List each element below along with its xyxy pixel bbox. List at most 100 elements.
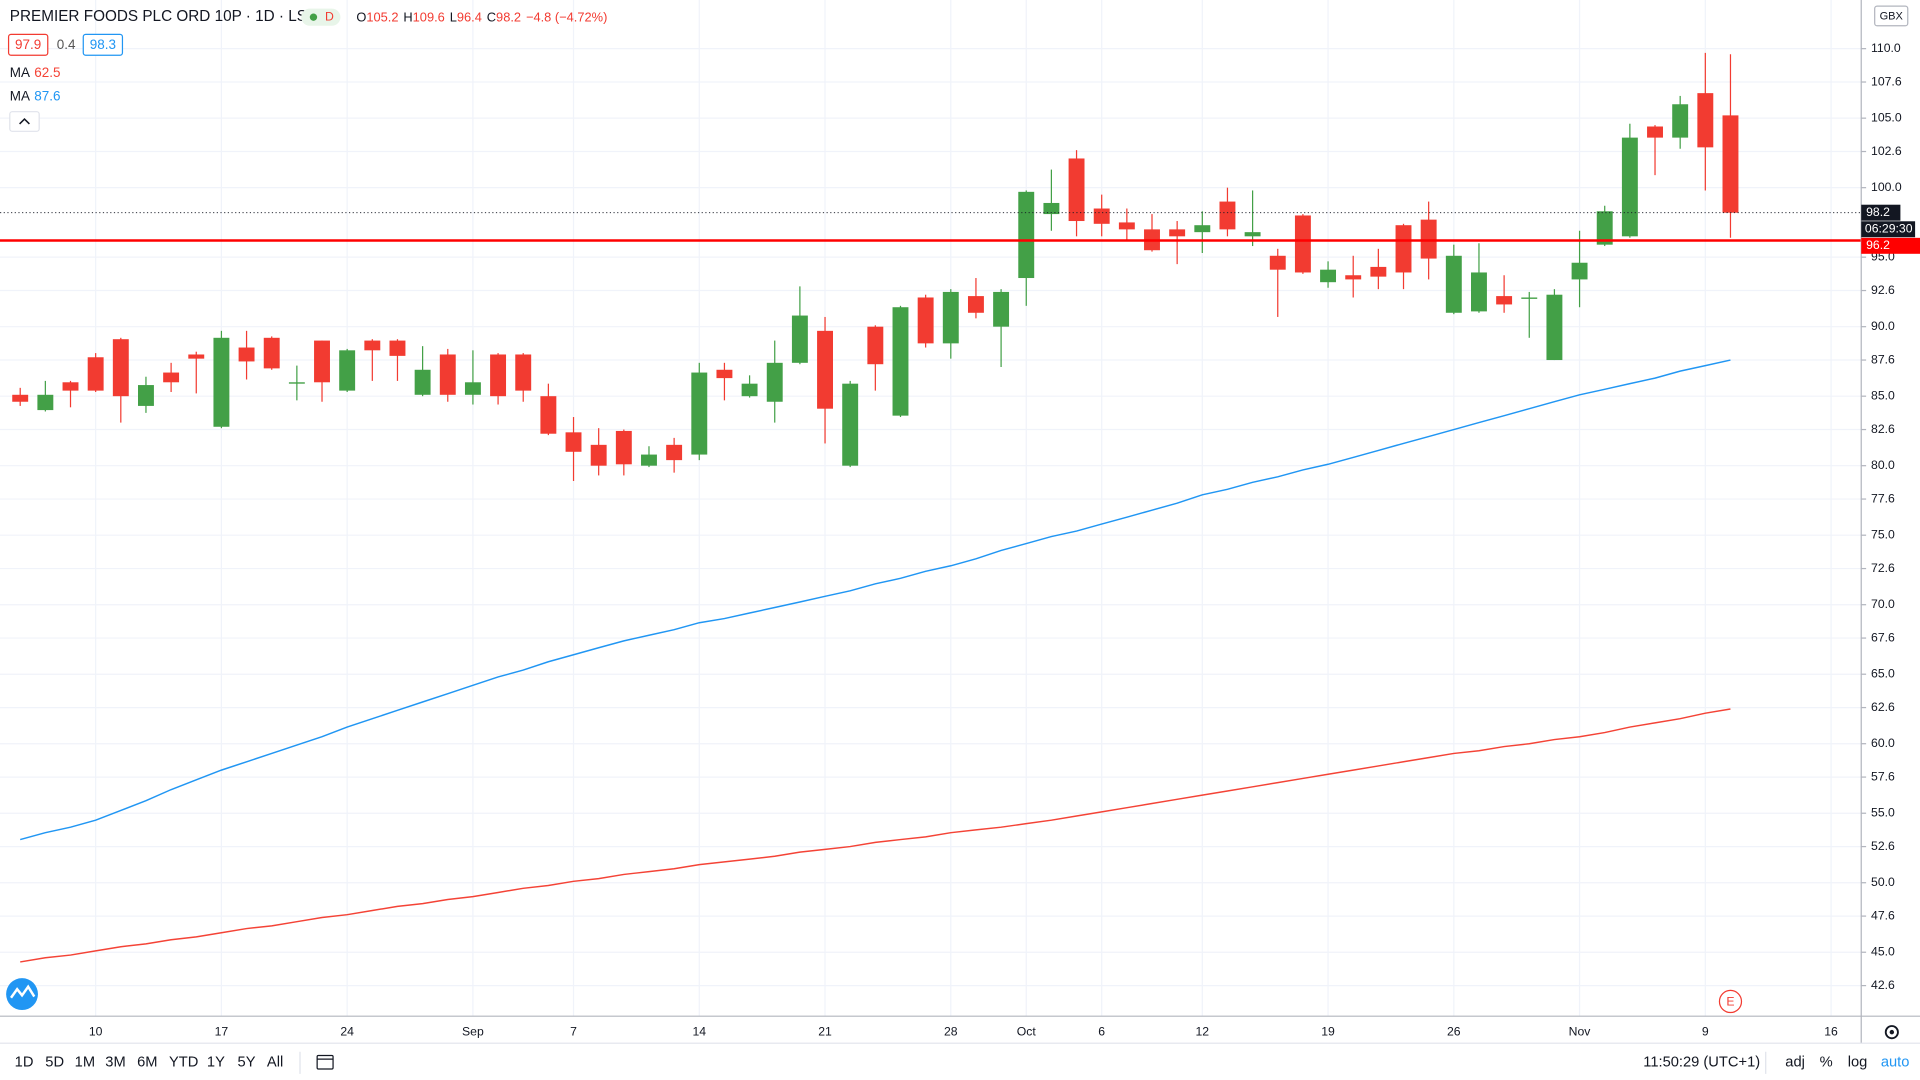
candle-body <box>993 291 1010 327</box>
market-status-dot <box>309 13 318 21</box>
ask: 98.3 <box>90 37 116 52</box>
range-button[interactable]: All <box>267 1055 283 1071</box>
range-button[interactable]: 3M <box>105 1055 125 1071</box>
legend-name: MA <box>10 65 30 80</box>
x-tick-label: 6 <box>1098 1024 1105 1038</box>
earnings-label: E <box>1726 994 1734 1008</box>
candle-body <box>716 369 733 379</box>
spread: 0.4 <box>57 37 76 52</box>
market-status: D <box>325 9 334 23</box>
clock: 11:50:29 (UTC+1) <box>1643 1055 1760 1071</box>
ohlc-letter: C <box>487 10 496 25</box>
candle-body <box>87 357 104 391</box>
candle-body <box>1244 232 1261 237</box>
ohlc-letter: L <box>450 10 457 25</box>
candle-body <box>37 394 54 411</box>
candle-body <box>1395 225 1412 273</box>
candle-body <box>791 315 808 363</box>
candle-body <box>464 382 481 395</box>
collapse-button[interactable] <box>9 111 40 132</box>
x-tick-label: Sep <box>462 1024 484 1038</box>
symbol-title: PREMIER FOODS PLC ORD 10P · 1D · LSE <box>10 8 317 25</box>
range-button[interactable]: 6M <box>137 1055 157 1071</box>
range-button[interactable]: 1D <box>15 1055 34 1071</box>
range-button[interactable]: 5D <box>45 1055 64 1071</box>
candle-body <box>1169 229 1186 237</box>
bid: 97.9 <box>15 37 41 52</box>
market-status-pill <box>301 8 341 26</box>
date-range-button[interactable] <box>316 1054 334 1070</box>
x-tick-label: 17 <box>215 1024 229 1038</box>
currency-box <box>1874 5 1909 27</box>
candle-body <box>867 326 884 365</box>
settings-button[interactable] <box>1884 1025 1899 1040</box>
y-tick-label: 87.6 <box>1871 352 1895 366</box>
candle-body <box>439 354 456 395</box>
ma-line <box>20 359 1731 841</box>
candle-body <box>1345 275 1362 280</box>
x-tick-label: 12 <box>1195 1024 1209 1038</box>
ohlc-readout: O105.2 H109.6 L96.4 C98.2 −4.8 (−4.72%) <box>356 10 607 25</box>
y-tick-label: 75.0 <box>1871 527 1895 541</box>
y-tick-label: 62.6 <box>1871 700 1895 714</box>
scale-option[interactable]: log <box>1848 1055 1868 1071</box>
y-tick-label: 70.0 <box>1871 597 1895 611</box>
candle-body <box>112 339 129 397</box>
candle-body <box>1194 225 1211 233</box>
y-tick-label: 65.0 <box>1871 666 1895 680</box>
range-button[interactable]: YTD <box>169 1055 198 1071</box>
candle-body <box>1546 294 1563 361</box>
ohlc-value: 96.4 <box>457 10 482 25</box>
candle-body <box>364 340 381 351</box>
candle-body <box>540 396 557 434</box>
candle-body <box>288 382 305 384</box>
x-tick-label: 28 <box>944 1024 958 1038</box>
candle-body <box>238 347 255 362</box>
candle-body <box>1571 262 1588 280</box>
y-tick-label: 57.6 <box>1871 769 1895 783</box>
x-tick-label: Oct <box>1017 1024 1037 1038</box>
plot: E <box>0 52 1862 1014</box>
x-tick-label: 24 <box>340 1024 354 1038</box>
scale-option[interactable]: % <box>1820 1055 1833 1071</box>
candle-body <box>817 330 833 409</box>
candle-body <box>1722 115 1739 213</box>
range-button[interactable]: 1Y <box>207 1055 225 1071</box>
candle-body <box>615 430 632 465</box>
candle-body <box>691 372 708 455</box>
bid-box <box>7 33 49 56</box>
candle-body <box>1068 158 1085 222</box>
y-tick-label: 105.0 <box>1871 110 1902 124</box>
x-tick-label: 9 <box>1702 1024 1709 1038</box>
candle-body <box>515 354 532 391</box>
y-tick-label: 100.0 <box>1871 180 1902 194</box>
scale-option[interactable]: adj <box>1785 1055 1805 1071</box>
last-price-label: 98.2 <box>1866 205 1890 219</box>
candle-body <box>1294 215 1311 273</box>
earnings-marker[interactable] <box>1718 989 1743 1014</box>
ohlc-letter: H <box>403 10 412 25</box>
candle-body <box>1471 272 1487 312</box>
y-tick-label: 52.6 <box>1871 839 1895 853</box>
x-tick-label: 21 <box>818 1024 832 1038</box>
candle-body <box>1118 222 1135 230</box>
x-tick-label: 19 <box>1321 1024 1335 1038</box>
candle-body <box>1621 137 1638 237</box>
y-tick-label: 50.0 <box>1871 875 1895 889</box>
candle-body <box>967 296 984 313</box>
scale-option[interactable]: auto <box>1881 1055 1910 1071</box>
ohlc-value: 105.2 <box>366 10 398 25</box>
candle-body <box>1219 201 1236 230</box>
y-tick-label: 82.6 <box>1871 422 1895 436</box>
range-button[interactable]: 5Y <box>238 1055 256 1071</box>
countdown: 06:29:30 <box>1865 221 1913 235</box>
legend-value: 87.6 <box>34 89 60 104</box>
candle-body <box>1370 266 1387 277</box>
range-button[interactable]: 1M <box>75 1055 95 1071</box>
axes: 110.0107.6105.0102.6100.095.092.690.087.… <box>89 41 1920 1038</box>
y-tick-label: 55.0 <box>1871 805 1895 819</box>
y-tick-label: 85.0 <box>1871 388 1895 402</box>
candle-body <box>1043 202 1060 215</box>
